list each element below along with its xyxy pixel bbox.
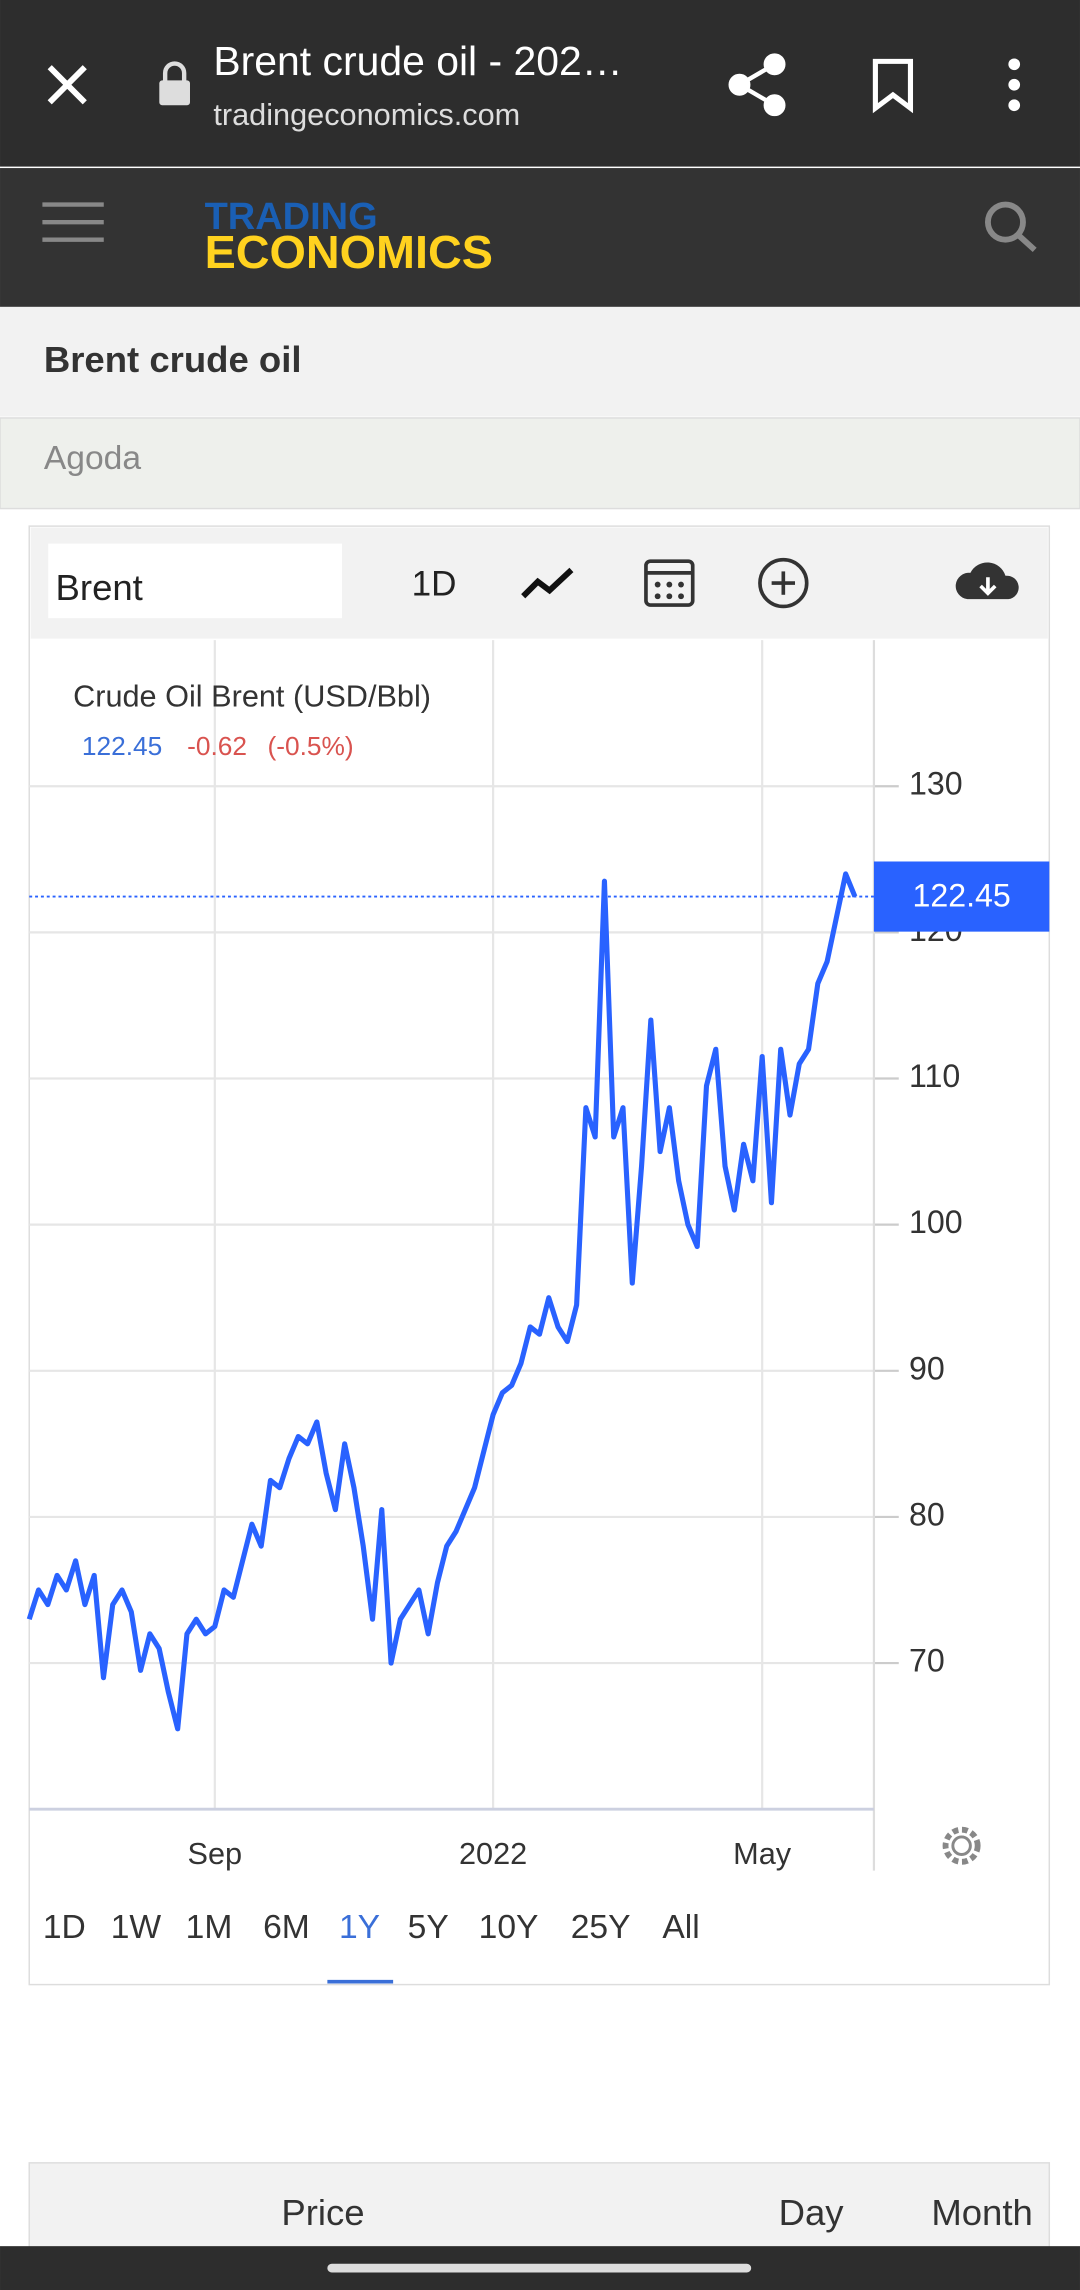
change-pct: (-0.5%) bbox=[267, 731, 353, 761]
title-bar bbox=[0, 306, 1080, 417]
y-tick-label: 110 bbox=[909, 1058, 960, 1094]
settings-icon[interactable] bbox=[942, 1826, 981, 1865]
last-value: 122.45 bbox=[82, 731, 162, 761]
download-icon[interactable] bbox=[955, 562, 1019, 600]
column-header: Month bbox=[931, 2192, 1033, 2233]
y-tick-label: 90 bbox=[909, 1350, 945, 1386]
close-icon[interactable] bbox=[47, 65, 87, 105]
range-button[interactable]: 1W bbox=[111, 1909, 162, 1946]
logo-bottom[interactable]: ECONOMICS bbox=[205, 226, 493, 278]
price-line bbox=[26, 871, 858, 1732]
y-tick-label: 100 bbox=[909, 1204, 963, 1240]
price-badge-label: 122.45 bbox=[912, 878, 1010, 914]
range-buttons: 1D 1W 1M 6M 1Y 5Y 10Y 25Y All bbox=[43, 1909, 700, 1984]
logo-top[interactable]: TRADING bbox=[205, 196, 378, 238]
home-indicator[interactable] bbox=[327, 2263, 752, 2273]
menu-icon[interactable] bbox=[1008, 58, 1021, 112]
page-title: Brent crude oil bbox=[44, 339, 302, 380]
range-button[interactable]: 1M bbox=[186, 1909, 233, 1946]
lock-icon bbox=[159, 61, 190, 106]
x-tick-label: Sep bbox=[188, 1836, 243, 1871]
chart-type-icon[interactable] bbox=[521, 567, 574, 599]
search-icon[interactable] bbox=[984, 201, 1037, 253]
y-tick-label: 70 bbox=[909, 1643, 945, 1679]
range-button[interactable]: 1Y bbox=[339, 1909, 380, 1946]
price-badge bbox=[873, 861, 1050, 932]
search-text[interactable]: Brent bbox=[56, 567, 143, 608]
calendar-icon[interactable] bbox=[644, 559, 695, 607]
chart-card bbox=[28, 525, 1051, 1986]
column-header: Day bbox=[779, 2192, 845, 2233]
range-button[interactable]: 1D bbox=[43, 1909, 86, 1946]
range-button[interactable]: 25Y bbox=[571, 1909, 631, 1946]
url: tradingeconomics.com bbox=[213, 97, 520, 132]
ad-text[interactable]: Agoda bbox=[44, 440, 141, 477]
y-tick-label: 80 bbox=[909, 1496, 945, 1532]
y-tick-label: 130 bbox=[909, 766, 963, 802]
x-tick-label: 2022 bbox=[459, 1836, 527, 1871]
x-tick-label: May bbox=[733, 1836, 792, 1871]
share-icon[interactable] bbox=[728, 53, 786, 117]
column-header: Price bbox=[281, 2192, 364, 2233]
tab-title: Brent crude oil - 202… bbox=[213, 38, 622, 84]
chart-title: Crude Oil Brent (USD/Bbl) bbox=[73, 679, 431, 714]
range-button[interactable]: 5Y bbox=[408, 1909, 449, 1946]
change: -0.62 bbox=[187, 731, 247, 761]
site-header bbox=[0, 168, 1080, 307]
range-button[interactable]: 6M bbox=[263, 1909, 310, 1946]
plot-area: 708090100110120130Sep2022May122.45 bbox=[26, 640, 1050, 1871]
interval-button[interactable]: 1D bbox=[412, 564, 457, 603]
add-icon[interactable] bbox=[758, 557, 809, 609]
table-header bbox=[28, 2162, 1051, 2252]
hamburger-icon[interactable] bbox=[42, 202, 104, 242]
bookmark-icon[interactable] bbox=[872, 58, 914, 114]
ad-bar[interactable] bbox=[0, 417, 1080, 510]
range-button[interactable]: 10Y bbox=[479, 1909, 539, 1946]
search-input[interactable] bbox=[48, 543, 342, 619]
range-button[interactable]: All bbox=[662, 1909, 699, 1946]
